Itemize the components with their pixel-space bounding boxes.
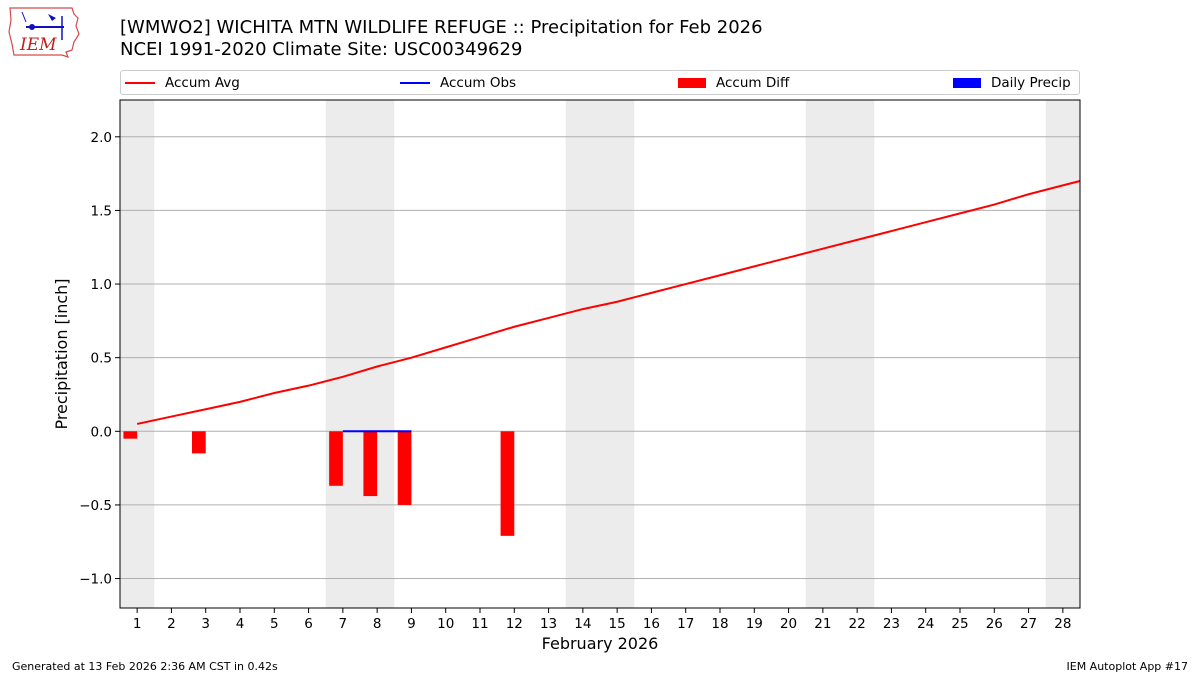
accum-diff-bar [123,431,138,439]
x-tick-label: 8 [373,616,382,632]
x-tick-label: 2 [167,616,176,632]
y-tick-label: −1.0 [79,572,112,588]
x-tick-label: 26 [986,616,1003,632]
iem-logo: IEM [8,7,80,58]
x-tick-label: 5 [270,616,279,632]
x-tick-label: 4 [236,616,245,632]
accum-diff-bar [500,431,515,536]
legend-item-accum-diff: Accum Diff [678,71,789,94]
x-tick-label: 9 [407,616,416,632]
weekend-band [1045,100,1080,608]
app-id-label: IEM Autoplot App #17 [1066,660,1189,673]
x-tick-label: 20 [780,616,797,632]
legend-label-accum-diff: Accum Diff [716,74,790,91]
x-tick-label: 3 [201,616,210,632]
y-tick-label: 2.0 [91,130,112,146]
legend-label-daily-precip: Daily Precip [991,74,1071,91]
x-tick-label: 28 [1054,616,1071,632]
legend-label-accum-avg: Accum Avg [165,74,240,91]
x-tick-label: 11 [471,616,488,632]
x-axis-label: February 2026 [542,634,659,653]
legend-item-accum-avg: Accum Avg [125,71,240,94]
x-tick-label: 17 [677,616,694,632]
x-tick-label: 15 [609,616,626,632]
x-tick-label: 10 [437,616,454,632]
legend-swatch-accum-avg [125,81,155,84]
x-tick-label: 23 [883,616,900,632]
chart-title-line2: NCEI 1991-2020 Climate Site: USC00349629 [120,39,523,60]
y-tick-label: 0.0 [91,424,112,440]
x-tick-label: 22 [849,616,866,632]
x-tick-label: 25 [951,616,968,632]
x-tick-label: 21 [814,616,831,632]
legend-swatch-accum-diff [678,77,706,88]
x-tick-label: 6 [304,616,313,632]
x-tick-label: 1 [133,616,142,632]
legend-item-daily-precip: Daily Precip [953,71,1071,94]
logo-text: IEM [19,35,57,55]
plot-frame [119,99,1081,609]
state-outline [8,7,80,58]
legend-item-accum-obs: Accum Obs [400,71,516,94]
x-tick-label: 7 [339,616,348,632]
legend-label-accum-obs: Accum Obs [440,74,517,91]
accum-avg-line [136,180,1081,425]
accum-diff-bar [329,431,343,486]
legend-swatch-daily-precip [953,77,981,88]
legend: Accum Avg Accum Obs Accum Diff Daily Pre… [120,70,1080,95]
weather-station-icon [21,11,64,40]
y-tick-label: 0.5 [91,351,112,367]
weekend-band [120,100,155,608]
x-tick-label: 14 [574,616,591,632]
weekend-band [565,100,635,608]
y-axis-label: Precipitation [inch] [52,278,71,429]
legend-swatch-accum-obs [400,81,430,84]
y-tick-label: 1.0 [91,277,112,293]
y-tick-label: −0.5 [79,498,112,514]
weekend-band [325,100,395,608]
chart-title-line1: [WMWO2] WICHITA MTN WILDLIFE REFUGE :: P… [120,17,763,38]
x-tick-label: 24 [917,616,934,632]
x-tick-label: 13 [540,616,557,632]
generated-timestamp: Generated at 13 Feb 2026 2:36 AM CST in … [12,660,278,673]
x-tick-label: 19 [746,616,763,632]
x-tick-label: 27 [1020,616,1037,632]
x-tick-label: 12 [506,616,523,632]
x-tick-label: 16 [643,616,660,632]
accum-diff-bar [363,431,378,497]
accum-diff-bar [192,431,206,454]
y-tick-label: 1.5 [91,203,112,219]
accum-diff-bar [397,431,412,505]
weekend-band [805,100,875,608]
x-tick-label: 18 [711,616,728,632]
